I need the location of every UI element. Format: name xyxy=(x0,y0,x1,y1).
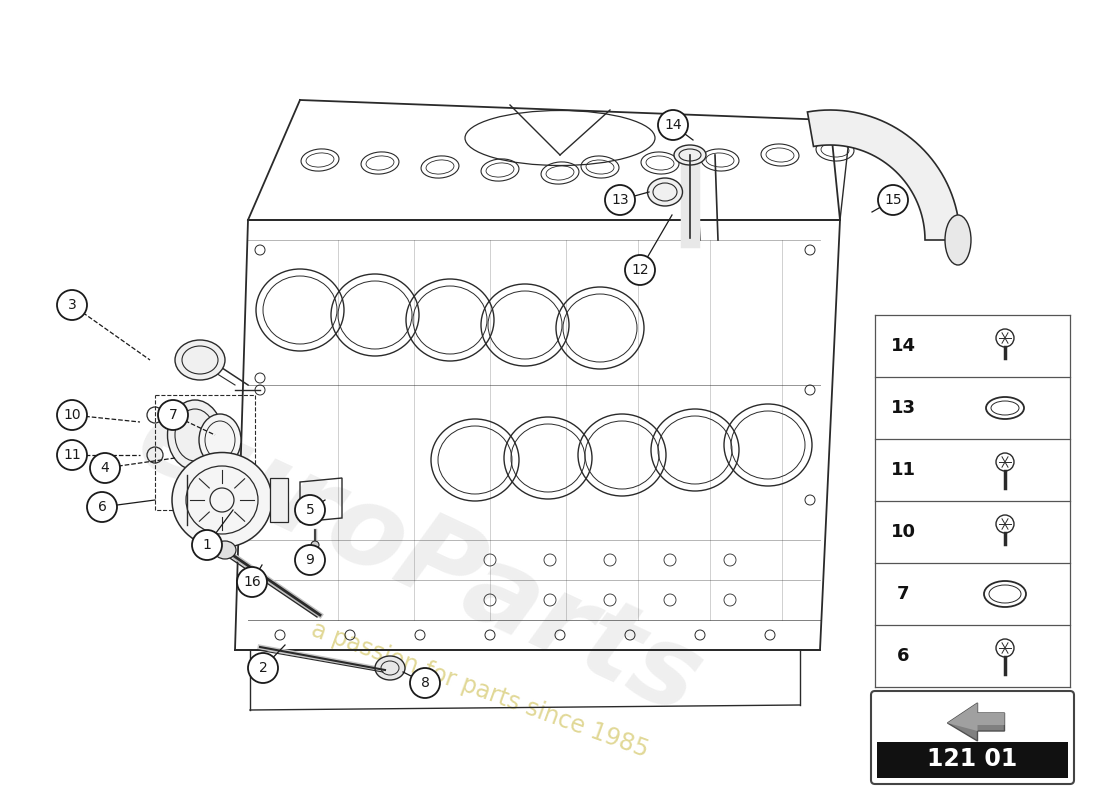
Text: 10: 10 xyxy=(891,523,915,541)
Ellipse shape xyxy=(375,656,405,680)
Circle shape xyxy=(878,185,908,215)
Text: 5: 5 xyxy=(306,503,315,517)
FancyBboxPatch shape xyxy=(871,691,1074,784)
Circle shape xyxy=(87,492,117,522)
Ellipse shape xyxy=(167,400,222,470)
Circle shape xyxy=(248,653,278,683)
Circle shape xyxy=(658,110,688,140)
Circle shape xyxy=(311,541,319,549)
Text: 12: 12 xyxy=(631,263,649,277)
Circle shape xyxy=(295,545,324,575)
Text: 15: 15 xyxy=(884,193,902,207)
FancyBboxPatch shape xyxy=(270,478,288,522)
Text: 6: 6 xyxy=(98,500,107,514)
Ellipse shape xyxy=(674,145,706,165)
Text: 4: 4 xyxy=(100,461,109,475)
Circle shape xyxy=(158,400,188,430)
Circle shape xyxy=(625,255,654,285)
Text: 10: 10 xyxy=(63,408,80,422)
Polygon shape xyxy=(947,703,1004,731)
Circle shape xyxy=(90,453,120,483)
Text: 8: 8 xyxy=(420,676,429,690)
Circle shape xyxy=(57,440,87,470)
Text: 121 01: 121 01 xyxy=(927,747,1018,771)
Circle shape xyxy=(57,290,87,320)
Text: 3: 3 xyxy=(67,298,76,312)
Polygon shape xyxy=(807,110,960,240)
Circle shape xyxy=(410,668,440,698)
Ellipse shape xyxy=(648,178,682,206)
Text: 7: 7 xyxy=(896,585,910,603)
Text: 6: 6 xyxy=(896,647,910,665)
Text: 2: 2 xyxy=(258,661,267,675)
Circle shape xyxy=(236,567,267,597)
Text: 1: 1 xyxy=(202,538,211,552)
Ellipse shape xyxy=(214,541,236,559)
Text: 11: 11 xyxy=(63,448,81,462)
Circle shape xyxy=(605,185,635,215)
Text: 9: 9 xyxy=(306,553,315,567)
Text: 13: 13 xyxy=(891,399,915,417)
Ellipse shape xyxy=(945,215,971,265)
Ellipse shape xyxy=(199,414,241,466)
Circle shape xyxy=(57,400,87,430)
Text: 11: 11 xyxy=(891,461,915,479)
Circle shape xyxy=(295,495,324,525)
Text: 14: 14 xyxy=(891,337,915,355)
Text: 16: 16 xyxy=(243,575,261,589)
Text: euroParts: euroParts xyxy=(121,383,718,737)
Polygon shape xyxy=(947,703,1004,741)
Text: 13: 13 xyxy=(612,193,629,207)
Ellipse shape xyxy=(172,453,272,547)
Text: 7: 7 xyxy=(168,408,177,422)
Text: a passion for parts since 1985: a passion for parts since 1985 xyxy=(308,618,652,762)
Bar xyxy=(877,742,1068,778)
Text: 14: 14 xyxy=(664,118,682,132)
Ellipse shape xyxy=(175,340,226,380)
Circle shape xyxy=(192,530,222,560)
